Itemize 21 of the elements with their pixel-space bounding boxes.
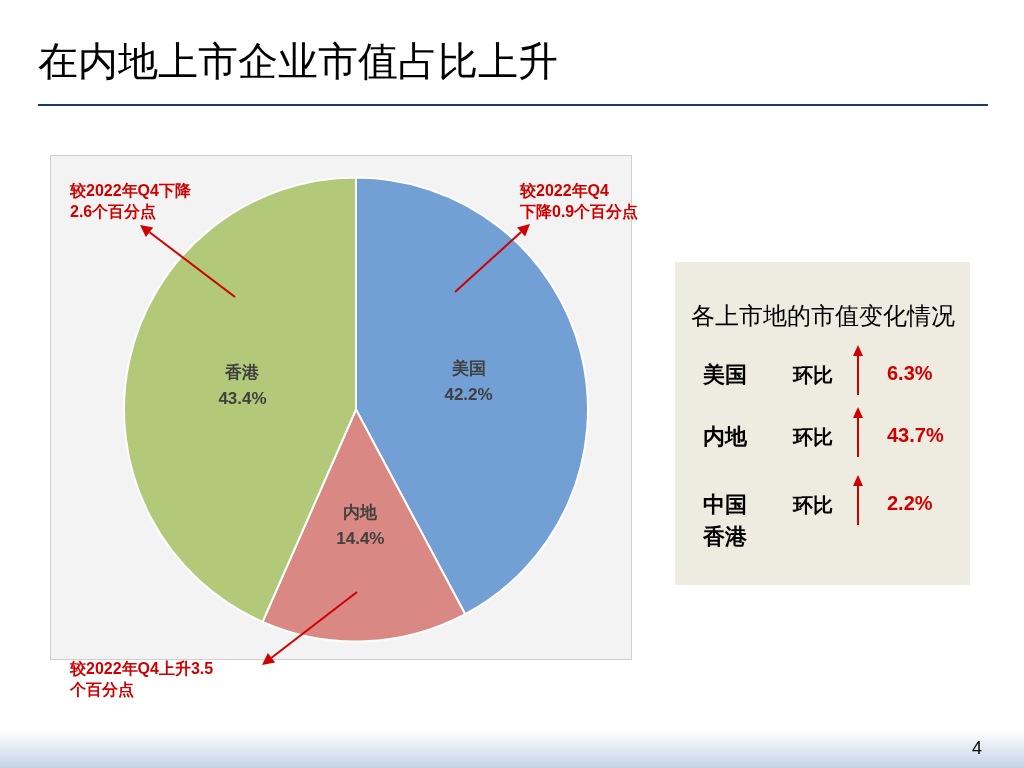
text: 环比	[793, 425, 833, 450]
data-label: 2.2%	[887, 492, 933, 515]
text: 环比	[793, 363, 833, 388]
category-label: 中国香港	[703, 491, 748, 551]
text: 环比	[793, 493, 833, 518]
text: 较2022年Q4下降 2.6个百分点	[70, 181, 191, 222]
data-label: 6.3%	[887, 362, 933, 385]
text: 各上市地的市值变化情况	[689, 301, 956, 331]
data-label: 43.4%	[218, 389, 267, 409]
slice-label: 内地	[343, 503, 379, 523]
text: 4	[972, 738, 983, 759]
data-label: 42.2%	[444, 385, 493, 405]
chart-title: 在内地上市企业市值占比上升	[38, 38, 558, 85]
slice-label: 美国	[450, 359, 486, 379]
category-label: 内地	[703, 423, 748, 451]
text: 较2022年Q4 下降0.9个百分点	[520, 181, 639, 222]
slice-label: 香港	[224, 363, 261, 383]
data-label: 43.7%	[887, 424, 944, 447]
category-label: 美国	[703, 361, 748, 389]
data-label: 14.4%	[336, 529, 385, 549]
text: 较2022年Q4上升3.5 个百分点	[70, 659, 214, 700]
